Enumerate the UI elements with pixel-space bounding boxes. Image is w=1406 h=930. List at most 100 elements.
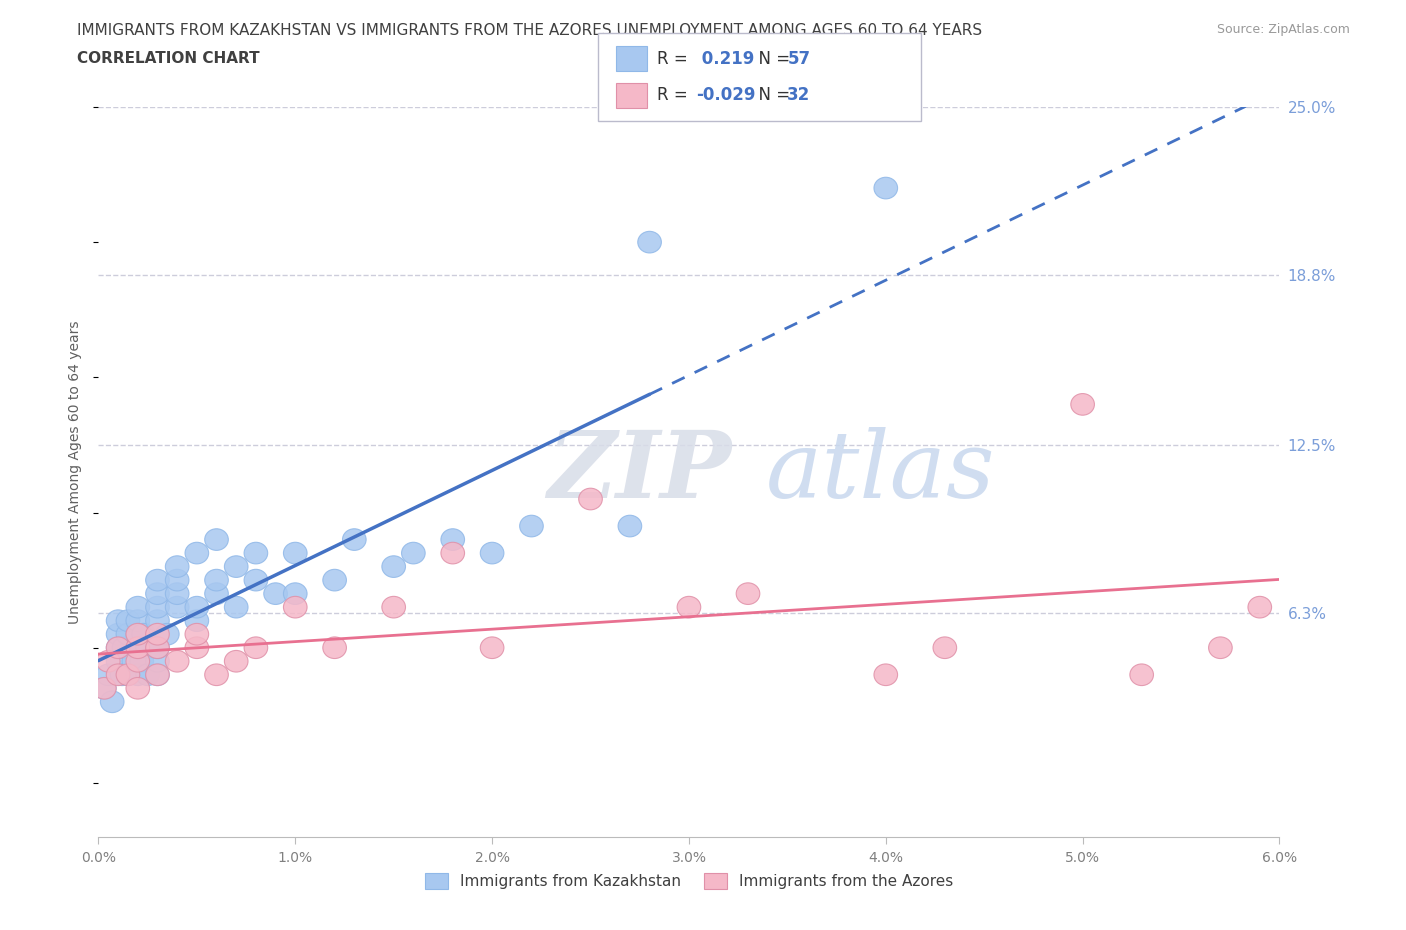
Ellipse shape: [402, 542, 425, 564]
Ellipse shape: [107, 637, 129, 658]
Ellipse shape: [129, 650, 153, 672]
Ellipse shape: [737, 583, 759, 604]
Ellipse shape: [107, 610, 129, 631]
Ellipse shape: [1071, 393, 1094, 415]
Ellipse shape: [100, 691, 124, 712]
Ellipse shape: [127, 664, 149, 685]
Ellipse shape: [122, 650, 146, 672]
Ellipse shape: [186, 610, 208, 631]
Ellipse shape: [117, 664, 139, 685]
Text: R =: R =: [657, 49, 693, 68]
Ellipse shape: [107, 650, 129, 672]
Ellipse shape: [481, 542, 503, 564]
Text: 57: 57: [787, 49, 810, 68]
Y-axis label: Unemployment Among Ages 60 to 64 years: Unemployment Among Ages 60 to 64 years: [69, 320, 83, 624]
Ellipse shape: [343, 529, 366, 551]
Ellipse shape: [127, 623, 149, 645]
Ellipse shape: [205, 529, 228, 551]
Ellipse shape: [107, 664, 129, 685]
Ellipse shape: [579, 488, 602, 510]
Ellipse shape: [284, 596, 307, 618]
Ellipse shape: [97, 650, 120, 672]
Ellipse shape: [146, 623, 169, 645]
Ellipse shape: [93, 677, 117, 699]
Ellipse shape: [638, 232, 661, 253]
Text: N =: N =: [748, 49, 796, 68]
Ellipse shape: [127, 596, 149, 618]
Ellipse shape: [245, 569, 267, 591]
Ellipse shape: [97, 664, 120, 685]
Ellipse shape: [127, 610, 149, 631]
Text: atlas: atlas: [766, 427, 995, 517]
Ellipse shape: [205, 583, 228, 604]
Ellipse shape: [875, 178, 897, 199]
Text: Source: ZipAtlas.com: Source: ZipAtlas.com: [1216, 23, 1350, 36]
Ellipse shape: [619, 515, 641, 537]
Ellipse shape: [136, 664, 159, 685]
Ellipse shape: [146, 637, 169, 658]
Ellipse shape: [117, 623, 139, 645]
Ellipse shape: [132, 623, 156, 645]
Ellipse shape: [284, 583, 307, 604]
Ellipse shape: [166, 569, 188, 591]
Ellipse shape: [127, 650, 149, 672]
Text: R =: R =: [657, 86, 693, 104]
Text: -0.029: -0.029: [696, 86, 755, 104]
Ellipse shape: [127, 637, 149, 658]
Ellipse shape: [146, 596, 169, 618]
Text: N =: N =: [748, 86, 796, 104]
Ellipse shape: [166, 583, 188, 604]
Ellipse shape: [225, 596, 247, 618]
Ellipse shape: [117, 664, 139, 685]
Ellipse shape: [481, 637, 503, 658]
Text: 0.219: 0.219: [696, 49, 755, 68]
Ellipse shape: [186, 596, 208, 618]
Ellipse shape: [382, 596, 405, 618]
Ellipse shape: [146, 569, 169, 591]
Ellipse shape: [107, 623, 129, 645]
Ellipse shape: [127, 623, 149, 645]
Ellipse shape: [678, 596, 700, 618]
Ellipse shape: [382, 556, 405, 578]
Ellipse shape: [146, 650, 169, 672]
Ellipse shape: [117, 610, 139, 631]
Ellipse shape: [205, 664, 228, 685]
Ellipse shape: [166, 596, 188, 618]
Ellipse shape: [146, 610, 169, 631]
Text: ZIP: ZIP: [547, 427, 731, 517]
Ellipse shape: [146, 583, 169, 604]
Ellipse shape: [284, 542, 307, 564]
Ellipse shape: [245, 637, 267, 658]
Ellipse shape: [112, 637, 136, 658]
Ellipse shape: [875, 664, 897, 685]
Ellipse shape: [441, 529, 464, 551]
Legend: Immigrants from Kazakhstan, Immigrants from the Azores: Immigrants from Kazakhstan, Immigrants f…: [419, 867, 959, 895]
Text: CORRELATION CHART: CORRELATION CHART: [77, 51, 260, 66]
Ellipse shape: [127, 677, 149, 699]
Ellipse shape: [93, 677, 117, 699]
Ellipse shape: [156, 623, 179, 645]
Ellipse shape: [107, 637, 129, 658]
Ellipse shape: [205, 569, 228, 591]
Ellipse shape: [186, 637, 208, 658]
Ellipse shape: [110, 664, 134, 685]
Ellipse shape: [136, 637, 159, 658]
Ellipse shape: [1209, 637, 1232, 658]
Ellipse shape: [225, 650, 247, 672]
Ellipse shape: [520, 515, 543, 537]
Ellipse shape: [146, 637, 169, 658]
Ellipse shape: [166, 556, 188, 578]
Ellipse shape: [127, 637, 149, 658]
Ellipse shape: [186, 542, 208, 564]
Ellipse shape: [166, 650, 188, 672]
Ellipse shape: [323, 569, 346, 591]
Ellipse shape: [1249, 596, 1271, 618]
Ellipse shape: [1130, 664, 1153, 685]
Ellipse shape: [146, 664, 169, 685]
Ellipse shape: [934, 637, 956, 658]
Ellipse shape: [264, 583, 287, 604]
Ellipse shape: [323, 637, 346, 658]
Ellipse shape: [186, 623, 208, 645]
Ellipse shape: [146, 664, 169, 685]
Text: 32: 32: [787, 86, 811, 104]
